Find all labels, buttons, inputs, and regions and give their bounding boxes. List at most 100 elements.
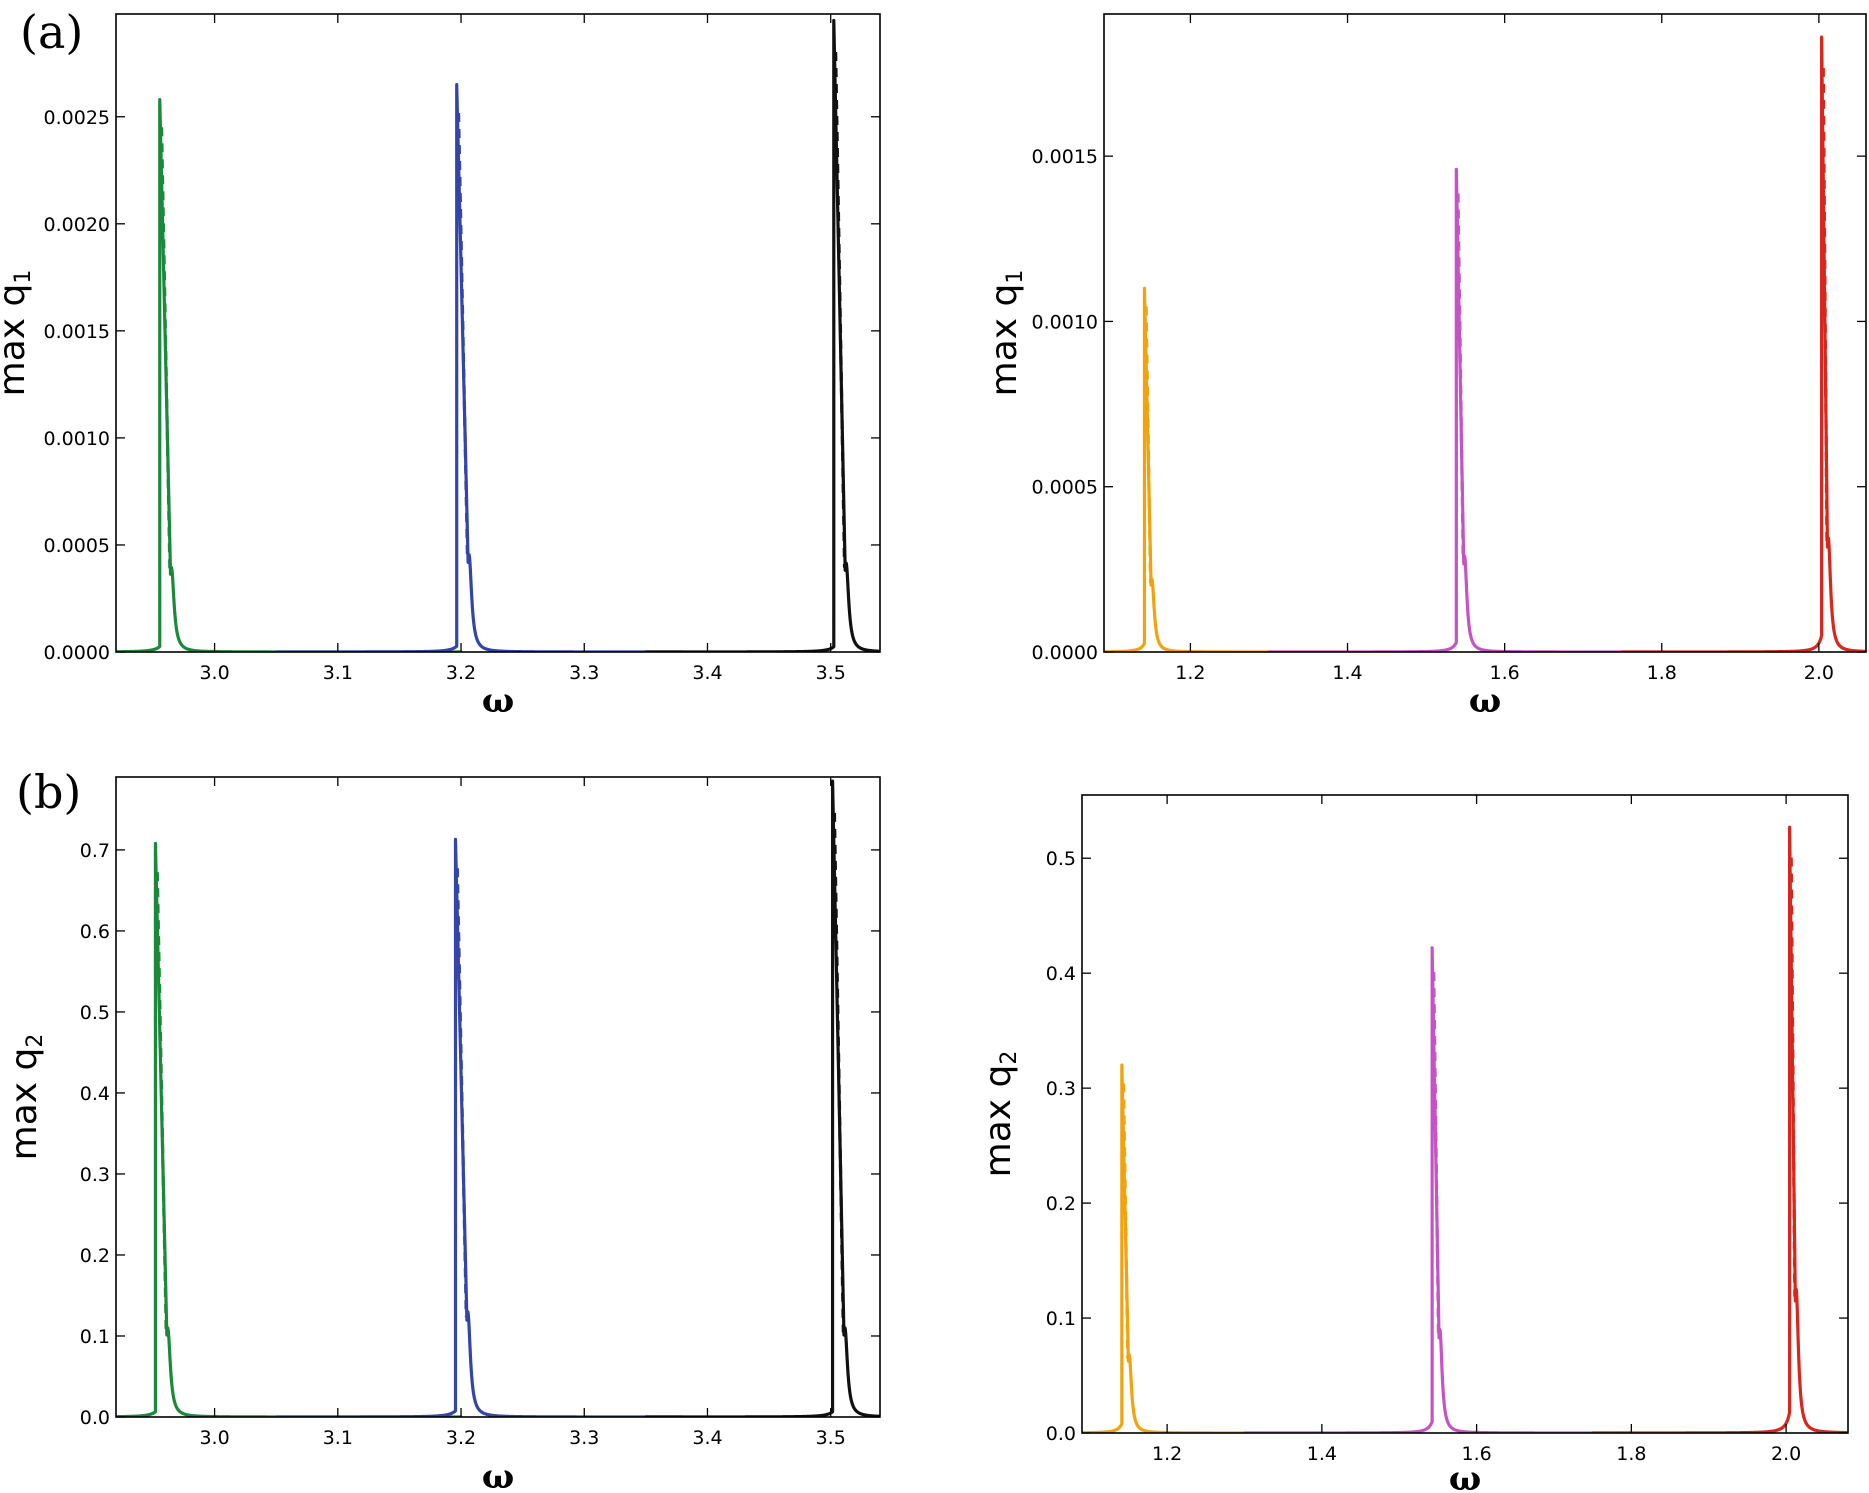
y-tick-label: 0.2 (1046, 1193, 1076, 1215)
series-3 (644, 779, 880, 1417)
y-tick-label: 0.0020 (44, 214, 110, 236)
x-tick-label: 1.8 (1647, 662, 1677, 684)
series-3 (644, 18, 880, 652)
y-tick-label: 0.0005 (44, 535, 110, 557)
y-axis-label: max q1 (0, 270, 36, 397)
y-tick-label: 0.6 (80, 921, 110, 943)
y-tick-label: 0.5 (80, 1002, 110, 1024)
y-tick-label: 0.3 (1046, 1078, 1076, 1100)
series-1 (1082, 1063, 1324, 1433)
y-tick-label: 0.1 (1046, 1308, 1076, 1330)
series-1-curve (116, 841, 463, 1417)
series-2-unstable-branch (456, 112, 470, 560)
chart-panel-b-left: 3.0 3.1 3.2 3.3 3.4 3.5 0.0 0.1 0.2 0.3 0.4 0.5 0.6 0… (4, 765, 881, 1493)
x-tick-label: 1.4 (1332, 662, 1362, 684)
y-tick-label: 0.0025 (44, 107, 110, 129)
x-axis-label: ω (1469, 681, 1501, 721)
series-2 (1267, 167, 1664, 652)
x-tick-label: 1.8 (1616, 1443, 1646, 1465)
series-1-curve (1104, 286, 1350, 652)
x-axis-label: ω (1449, 1459, 1481, 1493)
y-axis-label: max q2 (978, 1051, 1022, 1178)
series-1-unstable-branch (155, 872, 168, 1333)
x-tick-label: 3.2 (446, 662, 476, 684)
plot-frame (1103, 13, 1867, 653)
x-tick-label: 3.5 (816, 1427, 846, 1449)
series-1-unstable-branch (159, 127, 172, 572)
chart-panel-b-right: 1.2 1.4 1.6 1.8 2.0 0.0 0.1 0.2 0.3 0.4 0.5 ω max q2 (978, 794, 1849, 1493)
y-tick-label: 0.2 (80, 1245, 110, 1267)
panel-letter: (b) (16, 765, 81, 819)
x-axis-label: ω (482, 681, 514, 721)
y-tick-label: 0.0000 (1032, 642, 1098, 664)
y-tick-label: 0.0015 (1032, 146, 1098, 168)
y-tick-label: 0.0005 (1032, 477, 1098, 499)
x-tick-label: 3.4 (692, 662, 722, 684)
y-tick-label: 0.7 (80, 840, 110, 862)
series-2-curve (274, 837, 685, 1417)
x-tick-label: 3.3 (569, 1427, 599, 1449)
series-3 (1620, 35, 1866, 652)
y-tick-label: 0.0 (80, 1407, 110, 1429)
plot-area (1104, 35, 1866, 652)
plot-area (116, 779, 880, 1417)
x-tick-label: 1.2 (1175, 662, 1205, 684)
y-tick-label: 0.1 (80, 1326, 110, 1348)
x-tick-label: 3.1 (323, 1427, 353, 1449)
x-tick-label: 1.6 (1490, 662, 1520, 684)
series-3-unstable-branch (832, 812, 845, 1333)
series-2-curve (1267, 167, 1664, 652)
x-tick-label: 3.0 (199, 1427, 229, 1449)
x-tick-label: 3.0 (199, 662, 229, 684)
series-2 (274, 837, 685, 1417)
series-1-unstable-branch (1144, 306, 1153, 583)
series-1 (116, 98, 463, 652)
series-2-curve (1242, 946, 1633, 1433)
x-tick-label: 3.4 (692, 1427, 722, 1449)
series-2 (1242, 946, 1633, 1433)
series-2-curve (274, 83, 685, 652)
x-tick-label: 1.4 (1307, 1443, 1337, 1465)
series-1-curve (1082, 1063, 1324, 1433)
series-2-unstable-branch (455, 868, 468, 1317)
series-1 (116, 841, 463, 1417)
y-tick-label: 0.0010 (1032, 311, 1098, 333)
series-3-curve (644, 779, 880, 1417)
x-tick-label: 3.3 (569, 662, 599, 684)
series-1-unstable-branch (1121, 1083, 1130, 1359)
series-3-curve (1591, 825, 1848, 1433)
x-tick-label: 3.1 (323, 662, 353, 684)
series-3-curve (1620, 35, 1866, 652)
y-tick-label: 0.5 (1046, 848, 1076, 870)
plot-frame (1081, 794, 1849, 1434)
series-1 (1104, 286, 1350, 652)
x-tick-label: 3.2 (446, 1427, 476, 1449)
chart-panel-a-left: 3.0 3.1 3.2 3.3 3.4 3.5 0.0000 0.0005 0.0010 0.00… (0, 5, 881, 721)
y-tick-label: 0.0000 (44, 642, 110, 664)
y-tick-label: 0.0 (1046, 1423, 1076, 1445)
series-2 (274, 83, 685, 652)
chart-panel-a-right: 1.2 1.4 1.6 1.8 2.0 0.0000 0.0005 0.0010 0.0015 ω… (984, 13, 1867, 721)
series-2-unstable-branch (1432, 972, 1441, 1335)
x-axis-label: ω (482, 1457, 514, 1493)
x-tick-label: 1.2 (1152, 1443, 1182, 1465)
plot-frame (115, 13, 881, 653)
series-2-unstable-branch (1456, 193, 1465, 561)
x-tick-label: 1.6 (1461, 1443, 1491, 1465)
series-3-curve (644, 18, 880, 652)
panel-letter: (a) (20, 5, 83, 59)
y-axis-label: max q1 (984, 270, 1028, 397)
series-3 (1591, 825, 1848, 1433)
series-3-unstable-branch (834, 51, 847, 568)
x-tick-label: 2.0 (1771, 1443, 1801, 1465)
y-tick-label: 0.0010 (44, 428, 110, 450)
x-tick-label: 3.5 (816, 662, 846, 684)
y-tick-label: 0.4 (1046, 963, 1076, 985)
y-tick-label: 0.3 (80, 1164, 110, 1186)
plot-area (116, 18, 880, 652)
plot-area (1082, 825, 1848, 1433)
plot-frame (115, 776, 881, 1418)
y-tick-label: 0.0015 (44, 321, 110, 343)
y-axis-label: max q2 (4, 1034, 48, 1161)
